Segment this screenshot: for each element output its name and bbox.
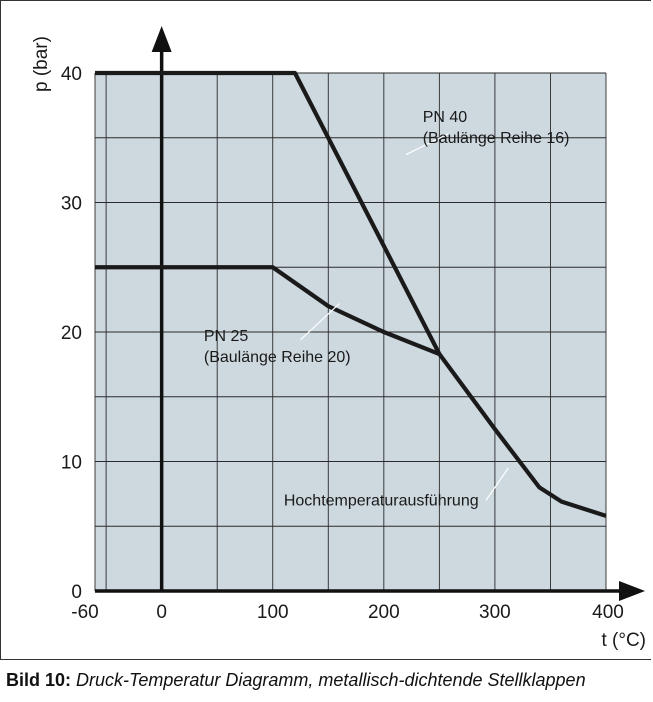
- x-tick-label: 400: [592, 602, 624, 623]
- caption-label: Bild 10:: [6, 670, 72, 690]
- annotation-leader: [300, 303, 340, 341]
- y-axis-label: p (bar): [31, 36, 52, 92]
- annotation-label: PN 40: [423, 109, 468, 126]
- annotation-leader: [485, 467, 509, 501]
- annotation-label-sub: (Baulänge Reihe 16): [423, 130, 570, 147]
- x-tick-label: 200: [368, 602, 400, 623]
- y-tick-label: 40: [61, 64, 82, 85]
- annotation-label: Hochtemperaturausführung: [284, 493, 479, 510]
- y-tick-label: 0: [71, 582, 82, 603]
- y-tick-label: 20: [61, 323, 82, 344]
- x-tick-label: -60: [71, 602, 98, 623]
- figure-frame: [0, 0, 651, 660]
- figure-caption: Bild 10: Druck-Temperatur Diagramm, meta…: [6, 670, 653, 691]
- annotation-label-sub: (Baulänge Reihe 20): [204, 349, 351, 366]
- x-tick-label: 0: [156, 602, 167, 623]
- x-tick-label: 100: [257, 602, 289, 623]
- x-axis-arrow: [619, 581, 645, 601]
- annotation-label: PN 25: [204, 328, 249, 345]
- annotation-leader: [405, 133, 449, 156]
- y-axis-arrow: [151, 26, 172, 52]
- series-line-2: [95, 265, 441, 356]
- caption-text: Druck-Temperatur Diagramm, metallisch-di…: [76, 670, 586, 690]
- y-tick-label: 30: [61, 194, 82, 215]
- x-axis-label: t (°C): [601, 630, 646, 651]
- series-line-1: [95, 70, 607, 518]
- x-tick-label: 300: [479, 602, 511, 623]
- y-tick-label: 10: [61, 453, 82, 474]
